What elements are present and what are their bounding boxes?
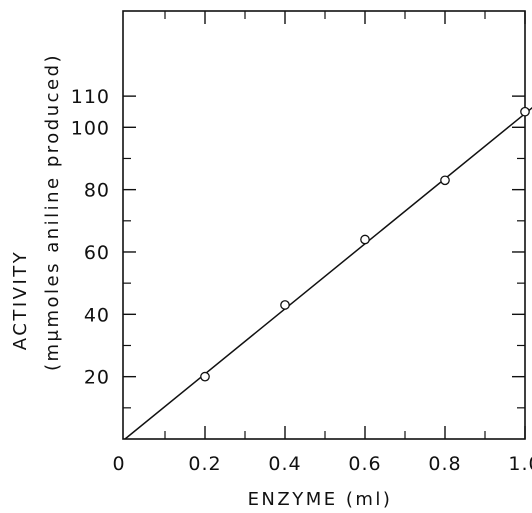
fit-line <box>124 106 532 440</box>
data-point <box>200 371 210 382</box>
y-axis-title: ACTIVITY <box>10 250 31 350</box>
x-axis-title: ENZYME (ml) <box>248 489 393 510</box>
x-tick-label: 0.8 <box>428 453 461 475</box>
plot-frame <box>122 10 526 440</box>
y-tick-label: 20 <box>84 367 110 389</box>
x-tick-label: 0.6 <box>348 453 381 475</box>
y-tick-label: 40 <box>84 304 110 326</box>
x-tick-label: 1.0 <box>508 453 532 475</box>
data-point <box>520 106 530 117</box>
x-tick-label: 0.4 <box>268 453 301 475</box>
data-point <box>360 234 370 245</box>
data-point <box>280 300 290 310</box>
y-tick-label: 80 <box>84 180 110 202</box>
y-tick-label: 60 <box>84 242 110 264</box>
y-tick-label: 100 <box>71 117 110 139</box>
tick-labels: 0 0.2 0.4 0.6 0.8 1.0 20 40 60 80 100 110 <box>71 86 532 475</box>
y-tick-label: 110 <box>71 86 110 108</box>
tick-marks <box>123 11 526 439</box>
y-axis-subtitle: (mμmoles aniline produced) <box>42 53 63 371</box>
data-point <box>440 175 450 186</box>
data-points <box>200 106 530 382</box>
x-tick-label: 0.2 <box>188 453 221 475</box>
x-tick-label: 0 <box>112 453 125 475</box>
